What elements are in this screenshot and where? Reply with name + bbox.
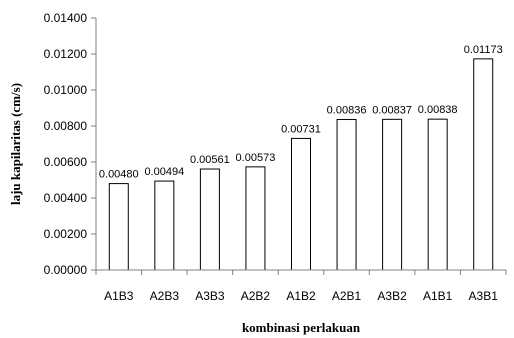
bar-a1b1 [427, 118, 448, 271]
y-tick-label: 0.00200 [44, 227, 88, 241]
data-label-a1b3: 0.00480 [99, 169, 139, 181]
y-tick-label: 0.00000 [44, 263, 88, 277]
data-label-a2b3: 0.00494 [144, 166, 184, 178]
x-tick-label: A3B2 [377, 289, 407, 303]
data-label-a3b1: 0.01173 [464, 44, 503, 56]
y-axis-title: laju kapilaritas (cm/s) [8, 83, 23, 205]
bar-a2b3 [154, 180, 175, 271]
y-tick-label: 0.00600 [44, 155, 88, 169]
x-axis-ticks: A1B3 A2B3 A3B3 A2B2 A1B2 A2B1 A3B2 A1B1 A3B1 [95, 270, 507, 303]
bar-a3b3 [199, 168, 220, 271]
data-label-a1b2: 0.00731 [281, 123, 321, 135]
x-tick-label: A2B3 [150, 289, 180, 303]
data-label-a2b1: 0.00836 [327, 105, 367, 117]
y-tick-label: 0.01000 [44, 83, 88, 97]
bar-a1b3 [108, 183, 129, 271]
y-tick-label: 0.01400 [44, 11, 88, 25]
data-label-a3b3: 0.00561 [190, 154, 230, 166]
x-tick-label: A1B3 [104, 289, 134, 303]
bars [108, 58, 494, 271]
y-axis-ticks: 0.00000 0.00200 0.00400 0.00600 0.00800 0.010… [44, 11, 96, 277]
bar-a2b1 [336, 119, 357, 271]
x-axis-title: kombinasi perlakuan [242, 320, 361, 335]
y-tick-label: 0.01200 [44, 47, 88, 61]
data-label-a1b1: 0.00838 [418, 104, 458, 116]
bar-a1b2 [291, 137, 311, 271]
bar-a3b1 [473, 58, 494, 271]
x-tick-label: A2B2 [241, 289, 271, 303]
bar-a2b2 [245, 166, 266, 271]
y-tick-label: 0.00800 [44, 119, 88, 133]
x-tick-label: A1B2 [286, 289, 316, 303]
x-tick-label: A2B1 [332, 289, 362, 303]
y-tick-label: 0.00400 [44, 191, 88, 205]
x-tick-label: A1B1 [423, 289, 453, 303]
data-label-a3b2: 0.00837 [372, 104, 412, 116]
data-labels: 0.00480 0.00494 0.00561 0.00573 0.00731 0.008… [99, 44, 503, 181]
bar-a3b2 [382, 118, 403, 271]
data-label-a2b2: 0.00573 [236, 152, 276, 164]
x-tick-label: A3B1 [469, 289, 499, 303]
x-tick-label: A3B3 [195, 289, 225, 303]
